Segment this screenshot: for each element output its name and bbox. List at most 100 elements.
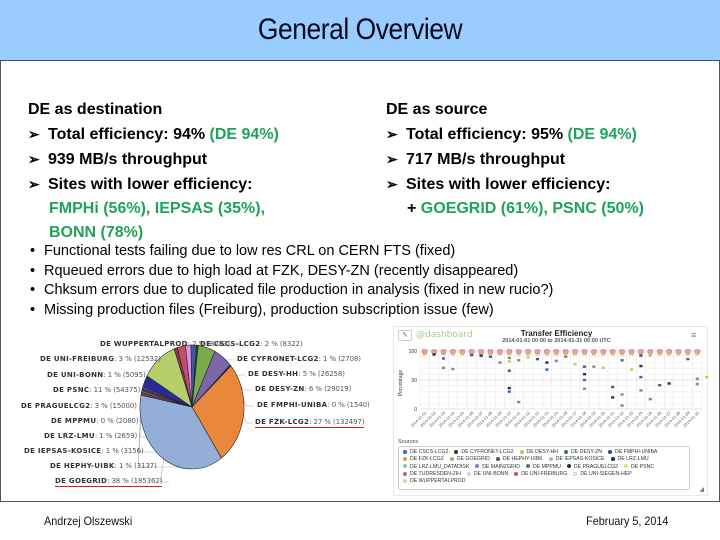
title-bar: General Overview: [0, 0, 720, 60]
destination-throughput: ➢ 939 MB/s throughput: [28, 147, 368, 172]
pie-label: DE DESY-ZN: 6 % (29019): [255, 385, 352, 393]
pie-slice: [191, 365, 245, 459]
source-heading: DE as source: [386, 101, 488, 118]
source-throughput: ➢ 717 MB/s throughput: [386, 147, 706, 172]
destination-sites-list-2: BONN (78%): [49, 224, 144, 241]
pie-chart: DE CSCS-LCG2: 2 % (8322) DE CYFRONET-LCG2…: [20, 335, 370, 490]
menu-icon[interactable]: ≡: [691, 330, 697, 340]
issues-list: Functional tests failing due to low res …: [30, 242, 553, 320]
legend-item[interactable]: DE UNI-FREIBURG: [514, 471, 567, 478]
panel-toolbar: ✎ @dashboard Transfer Efficiency 2014-01…: [394, 327, 707, 347]
destination-efficiency: ➢ Total efficiency: 94% (DE 94%): [28, 122, 368, 147]
footer-date: February 5, 2014: [585, 514, 668, 528]
legend-marker-icon: [466, 471, 471, 476]
pie-slice: [185, 344, 193, 408]
scatter-plot: 050100Percentage2014-01-012014-01-022014…: [398, 349, 709, 428]
arrow-bullet-icon: ➢: [386, 151, 398, 167]
legend-item[interactable]: DE DESY-HH: [519, 449, 558, 456]
legend-marker-icon: [449, 456, 454, 461]
svg-text:100: 100: [409, 349, 418, 355]
pie-label: DE FMPHI-UNIBA: 0 % (1540): [257, 401, 370, 409]
legend-item[interactable]: DE DESY-ZN: [564, 449, 602, 456]
pie-label: DE CYFRONET-LCG2: 1 % (2708): [237, 355, 361, 363]
legend-marker-icon: [475, 464, 480, 469]
pie-label: DE PSNC: 11 % (54375): [53, 386, 141, 394]
footer-author: Andrzej Olszewski: [44, 514, 133, 528]
pie-label: DE UNI-FREIBURG: 3 % (12532): [40, 355, 161, 363]
legend-item[interactable]: DE LRZ-LMU: [610, 456, 649, 463]
arrow-bullet-icon: ➢: [28, 176, 40, 192]
legend-marker-icon: [573, 471, 578, 476]
source-sites-list: + GOEGRID (61%), PSNC (50%): [407, 200, 644, 217]
resize-handle-icon[interactable]: ◢: [699, 487, 704, 493]
legend-marker-icon: [610, 456, 615, 461]
arrow-bullet-icon: ➢: [386, 126, 398, 142]
source-efficiency: ➢ Total efficiency: 95% (DE 94%): [386, 122, 706, 147]
pie-label: DE HEPHY-UIBK: 1 % (3137): [50, 462, 157, 470]
issue-item: Missing production files (Freiburg), pro…: [30, 301, 553, 321]
source-column: DE as source ➢ Total efficiency: 95% (DE…: [386, 98, 706, 221]
legend-marker-icon: [566, 464, 571, 469]
legend-marker-icon: [608, 449, 612, 454]
issue-item: Chksum errors due to duplicated file pro…: [30, 281, 553, 301]
legend-marker-icon: [495, 456, 500, 461]
destination-lower-sites: ➢ Sites with lower efficiency:: [28, 172, 368, 197]
legend-item[interactable]: DE PRAGUELCG2: [566, 464, 618, 471]
issue-item: Functional tests failing due to low res …: [30, 242, 553, 262]
pie-label: DE WUPPERTALPROD: 2 % (8283): [100, 340, 230, 348]
legend-marker-icon: [403, 471, 407, 476]
destination-heading: DE as destination: [28, 101, 163, 118]
legend-item[interactable]: DE WUPPERTALPROD: [403, 478, 465, 485]
legend-marker-icon: [548, 456, 553, 461]
pie-label: DE UNI-BONN: 1 % (5095): [47, 371, 146, 379]
issue-item: Rqueued errors due to high load at FZK, …: [30, 262, 553, 282]
arrow-bullet-icon: ➢: [386, 176, 398, 192]
legend-item[interactable]: DE UNI-BONN: [466, 471, 508, 478]
pie-slice: [139, 394, 222, 470]
destination-sites-list-1: FMPHi (56%), IEPSAS (35%),: [49, 200, 266, 217]
legend-item[interactable]: DE TUDRESDEN-ZIH: [403, 471, 461, 478]
legend-item[interactable]: DE GOEGRID: [449, 456, 490, 463]
legend-item[interactable]: DE FMPHI-UNIBA: [608, 449, 657, 456]
edit-icon[interactable]: ✎: [398, 330, 412, 341]
legend-item[interactable]: DE LRZ-LMU_DATADISK: [403, 464, 469, 471]
arrow-bullet-icon: ➢: [28, 151, 40, 167]
pie-label: DE GOEGRID: 38 % (185362): [55, 477, 163, 487]
chart-legend: DE CSCS-LCG2 DE CYFRONET-LCG2 DE DESY-HH DE…: [398, 446, 690, 490]
legend-marker-icon: [403, 478, 407, 483]
legend-item[interactable]: DE MPPMU: [525, 464, 561, 471]
source-lower-sites: ➢ Sites with lower efficiency:: [386, 172, 706, 197]
legend-marker-icon: [403, 456, 407, 461]
chart-title: Transfer Efficiency: [520, 329, 593, 338]
legend-marker-icon: [564, 449, 569, 454]
legend-marker-icon: [403, 449, 407, 454]
legend-item[interactable]: DE UNI-SIEGEN-HEP: [573, 471, 632, 478]
legend-marker-icon: [514, 471, 519, 476]
pie-chart-graphic: [137, 344, 254, 483]
legend-item[interactable]: DE MAINZGRID: [475, 464, 520, 471]
slide-title: General Overview: [257, 13, 463, 46]
chart-subtitle: 2014-01-01 00:00 to 2014-01-31 00:00 UTC: [502, 338, 611, 344]
legend-item[interactable]: DE FZK-LCG2: [403, 456, 444, 463]
pie-label: DE MPPMU: 0 % (2080): [51, 417, 139, 425]
legend-item[interactable]: DE PSNC: [624, 464, 654, 471]
legend-marker-icon: [624, 464, 629, 469]
legend-title: Sources: [398, 439, 419, 445]
svg-text:Percentage: Percentage: [398, 370, 404, 397]
legend-marker-icon: [519, 449, 524, 454]
legend-item[interactable]: DE IEPSAS-KOSICE: [548, 456, 605, 463]
legend-item[interactable]: DE CSCS-LCG2: [403, 449, 448, 456]
legend-item[interactable]: DE HEPHY-UIBK: [495, 456, 543, 463]
pie-label: DE FZK-LCG2: 27 % (132497): [255, 418, 365, 428]
pie-label: DE IEPSAS-KOSICE: 1 % (3156): [24, 447, 144, 455]
arrow-bullet-icon: ➢: [28, 126, 40, 142]
pie-label: DE CSCS-LCG2: 2 % (8322): [200, 340, 303, 348]
legend-item[interactable]: DE CYFRONET-LCG2: [454, 449, 514, 456]
transfer-efficiency-panel: ✎ @dashboard Transfer Efficiency 2014-01…: [393, 326, 709, 496]
legend-marker-icon: [525, 464, 530, 469]
dashboard-logo: @dashboard: [416, 330, 473, 340]
pie-label: DE DESY-HH: 5 % (26258): [248, 370, 345, 378]
legend-marker-icon: [454, 449, 459, 454]
destination-column: DE as destination ➢ Total efficiency: 94…: [28, 98, 368, 245]
legend-marker-icon: [403, 464, 407, 469]
